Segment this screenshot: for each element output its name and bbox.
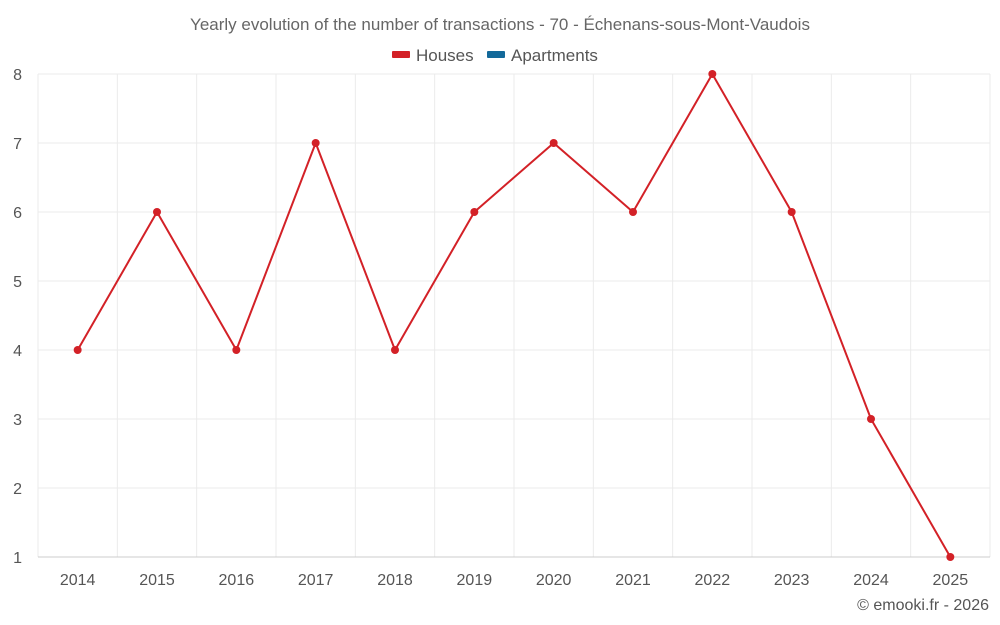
y-tick-label: 7 xyxy=(13,136,22,153)
data-point-houses-2016[interactable] xyxy=(232,346,241,354)
y-tick-label: 2 xyxy=(13,481,22,498)
y-tick-label: 4 xyxy=(13,343,22,360)
data-point-houses-2024[interactable] xyxy=(867,415,875,423)
chart-title: Yearly evolution of the number of transa… xyxy=(190,15,810,34)
series-houses xyxy=(73,70,955,561)
grid xyxy=(37,73,991,557)
data-point-houses-2021[interactable] xyxy=(629,208,637,216)
data-point-houses-2018[interactable] xyxy=(391,346,399,354)
y-tick-label: 6 xyxy=(13,205,22,222)
data-point-houses-2015[interactable] xyxy=(153,208,161,216)
legend-item-houses[interactable]: Houses xyxy=(392,46,474,65)
legend-item-apartments[interactable]: Apartments xyxy=(487,46,598,65)
data-point-houses-2014[interactable] xyxy=(73,346,82,354)
data-point-houses-2023[interactable] xyxy=(787,208,796,216)
x-tick-label: 2014 xyxy=(60,572,96,589)
x-tick-label: 2023 xyxy=(774,572,810,589)
series-line-houses xyxy=(76,73,952,558)
data-point-houses-2022[interactable] xyxy=(708,70,717,78)
credit-text: © emooki.fr - 2026 xyxy=(857,597,989,614)
data-point-houses-2017[interactable] xyxy=(311,139,320,147)
x-tick-label: 2017 xyxy=(298,572,334,589)
x-axis-ticks: 2014 2015 2016 2017 2018 2019 2020 2021 2022 2023… xyxy=(60,572,968,589)
y-tick-label: 1 xyxy=(13,550,22,567)
legend-swatch-apartments xyxy=(487,51,505,58)
x-tick-label: 2024 xyxy=(853,572,889,589)
x-tick-label: 2020 xyxy=(536,572,572,589)
x-tick-label: 2018 xyxy=(377,572,413,589)
y-tick-label: 8 xyxy=(13,67,22,84)
y-axis-ticks: 1 2 3 4 5 6 7 8 xyxy=(13,67,22,567)
x-tick-label: 2019 xyxy=(457,572,493,589)
x-tick-label: 2022 xyxy=(695,572,731,589)
y-tick-label: 5 xyxy=(13,274,22,291)
legend-swatch-houses xyxy=(392,51,410,58)
x-tick-label: 2015 xyxy=(139,572,175,589)
x-tick-label: 2021 xyxy=(615,572,651,589)
x-tick-label: 2025 xyxy=(933,572,969,589)
x-tick-label: 2016 xyxy=(219,572,255,589)
legend-label-houses: Houses xyxy=(416,46,474,65)
legend-label-apartments: Apartments xyxy=(511,46,598,65)
y-tick-label: 3 xyxy=(13,412,22,429)
data-point-houses-2020[interactable] xyxy=(549,139,558,147)
data-point-houses-2025[interactable] xyxy=(946,553,955,561)
legend: Houses Apartments xyxy=(392,46,598,65)
data-point-houses-2019[interactable] xyxy=(470,208,479,216)
